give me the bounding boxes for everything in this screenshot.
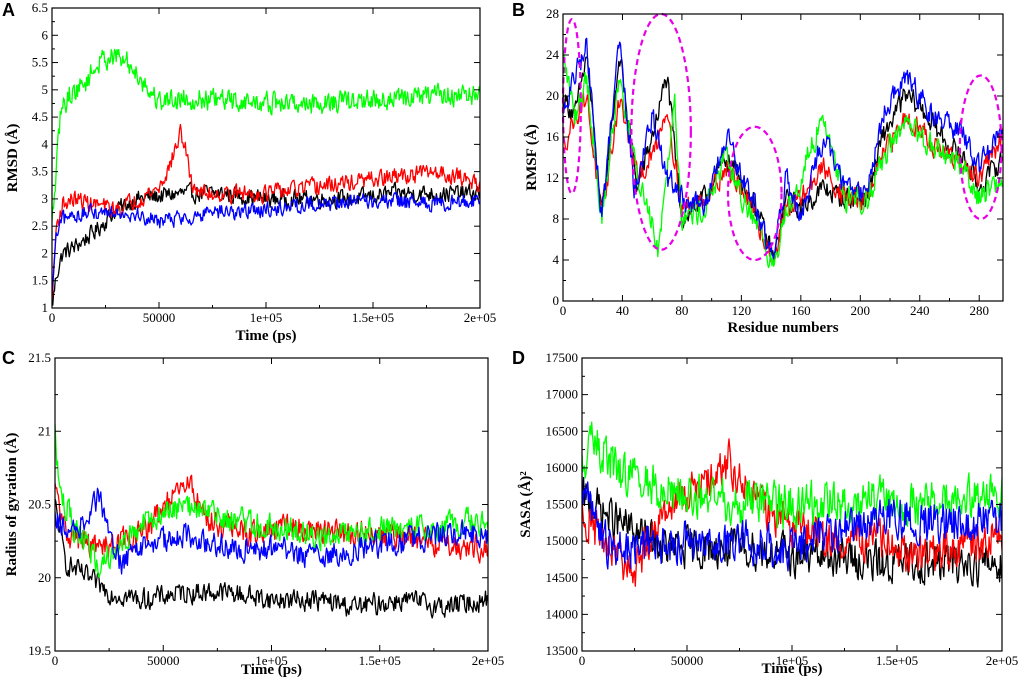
panel-c-y-tick-label: 21.5 — [28, 350, 51, 365]
panel-c-y-tick-label: 20.5 — [28, 497, 51, 512]
panel-b-y-tick-label: 0 — [553, 293, 560, 308]
panel-c-x-tick-label: 50000 — [147, 653, 180, 668]
panel-b-x-tick-label: 280 — [969, 303, 989, 318]
panel-a-y-tick-label: 3 — [42, 191, 49, 206]
panel-b-series-blue — [563, 37, 1003, 260]
panel-c-letter: C — [2, 348, 15, 368]
panel-a-letter: A — [2, 0, 15, 20]
panel-c-y-tick-label: 20 — [38, 570, 51, 585]
panel-a-y-tick-label: 6.5 — [32, 0, 48, 15]
panel-c-y-axis-title: Radius of gyration (Å) — [4, 433, 20, 577]
panel-b-highlight-ellipse-4 — [958, 74, 1003, 221]
panel-b-x-axis-title: Residue numbers — [727, 320, 838, 336]
panel-b-y-tick-label: 12 — [546, 170, 559, 185]
panel-a-x-tick-label: 50000 — [143, 310, 176, 325]
panel-d: D 0 50000 1e+05 1.5e+05 2e+05 13500 14000 14500… — [512, 348, 1018, 677]
panel-b-y-tick-label: 20 — [546, 88, 559, 103]
panel-d-y-tick-label: 14000 — [546, 606, 579, 621]
panel-b-y-tick-label: 4 — [553, 252, 560, 267]
panel-d-x-axis-title: Time (ps) — [762, 661, 823, 677]
panel-c-x-tick-label: 1e+05 — [255, 653, 288, 668]
panel-c-x-tick-label: 1.5e+05 — [359, 653, 401, 668]
panel-d-x-tick-label: 0 — [579, 653, 586, 668]
panel-a-y-tick-label: 2.5 — [32, 218, 48, 233]
panel-b-x-tick-label: 40 — [616, 303, 629, 318]
panel-a-x-tick-label: 0 — [49, 310, 56, 325]
panel-a-x-tick-label: 1e+05 — [250, 310, 283, 325]
panel-b-x-tick-label: 200 — [851, 303, 871, 318]
panel-d-y-tick-label: 14500 — [546, 570, 579, 585]
panel-b-y-tick-label: 24 — [546, 47, 560, 62]
panel-d-series-green — [582, 421, 1002, 530]
panel-c-x-tick-label: 2e+05 — [472, 653, 505, 668]
panel-d-y-tick-label: 16500 — [546, 423, 579, 438]
panel-a-series-blue — [52, 191, 480, 294]
panel-a-x-axis-title: Time (ps) — [236, 328, 297, 344]
panel-b-highlight-ellipse-3 — [726, 125, 783, 262]
panel-c-plot-area — [55, 423, 488, 619]
panel-b-x-tick-label: 160 — [791, 303, 811, 318]
panel-b-highlight-ellipse-1 — [561, 18, 582, 195]
panel-b-highlight-ellipse-2 — [630, 12, 692, 251]
panel-a-x-tick-label: 1.5e+05 — [352, 310, 394, 325]
panel-b-y-tick-label: 16 — [546, 129, 560, 144]
panel-a-y-tick-label: 5 — [42, 82, 49, 97]
panel-d-plot-area — [582, 421, 1002, 588]
panel-a-series-green — [52, 48, 480, 222]
panel-d-y-tick-label: 15500 — [546, 497, 579, 512]
panel-b-x-tick-label: 0 — [560, 303, 567, 318]
panel-c-y-tick-label: 19.5 — [28, 643, 51, 658]
panel-d-x-tick-label: 50000 — [671, 653, 704, 668]
panel-b-x-tick-label: 80 — [675, 303, 688, 318]
panel-b-frame — [562, 13, 1004, 302]
panel-d-x-tick-label: 2e+05 — [986, 653, 1019, 668]
panel-a-y-tick-label: 6 — [42, 27, 49, 42]
panel-c-frame — [54, 357, 489, 652]
panel-b-series-green — [563, 48, 1003, 269]
panel-c-x-tick-label: 0 — [52, 653, 59, 668]
panel-c-y-tick-label: 21 — [38, 423, 51, 438]
panel-d-series-blue — [582, 475, 1002, 572]
panel-a-x-tick-label: 2e+05 — [464, 310, 497, 325]
panel-d-y-tick-label: 17000 — [546, 387, 579, 402]
panel-a-y-tick-label: 3.5 — [32, 164, 48, 179]
panel-b-y-tick-label: 28 — [546, 6, 559, 21]
panel-a-y-tick-label: 5.5 — [32, 55, 48, 70]
panel-d-y-tick-label: 17500 — [546, 350, 579, 365]
panel-b-plot-area — [563, 37, 1003, 269]
panel-a-y-tick-label: 4 — [42, 136, 49, 151]
panel-a-series-red — [52, 123, 480, 300]
panel-a-plot-area — [52, 48, 480, 306]
panel-a-y-tick-label: 2 — [42, 245, 49, 260]
panel-a-y-tick-label: 1.5 — [32, 273, 48, 288]
panel-b-series-black — [563, 56, 1003, 259]
panel-b: B 0 40 80 120 160 200 240 280 0 4 8 12 16 20 24 28 Resid… — [512, 0, 1004, 336]
panel-a-series-black — [52, 181, 480, 306]
panel-c-series-green — [55, 423, 488, 578]
panel-d-y-axis-title: SASA (Å)² — [518, 471, 534, 538]
panel-d-x-tick-label: 1e+05 — [776, 653, 809, 668]
panel-d-letter: D — [512, 348, 525, 368]
panel-d-series-red — [582, 438, 1002, 587]
panel-a: A 0 50000 1e+05 1.5e+05 2e+05 1 1.5 2 2.5 3 3.5 4 4.… — [2, 0, 496, 344]
panel-a-y-axis-title: RMSD (Å) — [5, 124, 21, 193]
panel-c-series-black — [55, 498, 488, 619]
panel-c: C 0 50000 1e+05 1.5e+05 2e+05 19.5 20 20.5 21 21.… — [2, 348, 504, 678]
panel-b-letter: B — [512, 0, 525, 20]
panel-a-y-tick-label: 4.5 — [32, 109, 48, 124]
panel-b-y-axis-title: RMSF (Å) — [524, 124, 540, 191]
panel-d-y-tick-label: 16000 — [546, 460, 579, 475]
panel-d-y-tick-label: 15000 — [546, 533, 579, 548]
panel-d-x-tick-label: 1.5e+05 — [876, 653, 918, 668]
panel-a-y-tick-label: 1 — [42, 300, 49, 315]
panel-d-y-tick-label: 13500 — [546, 643, 579, 658]
panel-b-x-tick-label: 120 — [732, 303, 752, 318]
panel-c-x-axis-title: Time (ps) — [241, 662, 302, 678]
panel-c-series-blue — [55, 487, 488, 575]
panel-b-y-tick-label: 8 — [553, 211, 560, 226]
panel-b-x-tick-label: 240 — [910, 303, 930, 318]
